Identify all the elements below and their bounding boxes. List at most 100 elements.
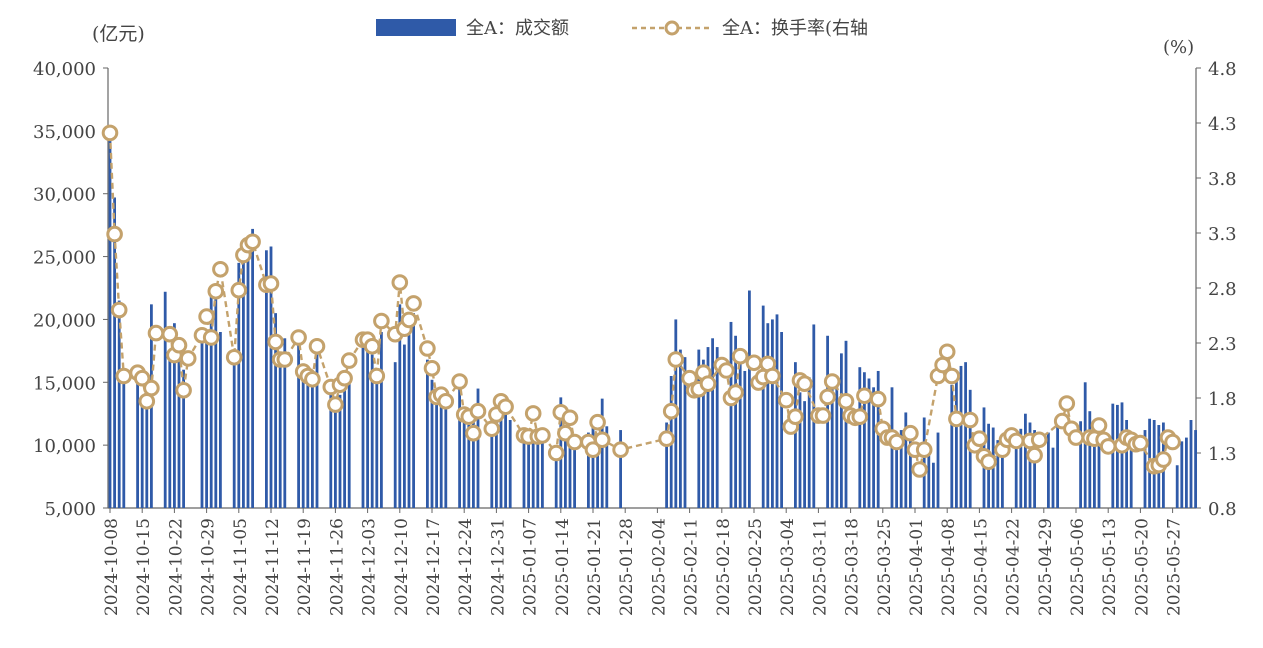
turnover-rate-point xyxy=(699,375,717,393)
turnover-bar xyxy=(407,325,411,508)
turnover-rate-point xyxy=(133,369,151,387)
turnover-rate-point xyxy=(225,349,243,366)
turnover-bar xyxy=(499,401,503,508)
turnover-bar xyxy=(573,435,576,508)
turnover-bar xyxy=(200,335,204,508)
turnover-rate-point xyxy=(497,398,514,416)
x-tick-label: 2024-12-17 xyxy=(424,518,444,616)
turnover-bar xyxy=(1129,435,1133,508)
turnover-bar xyxy=(835,379,839,508)
legend-label-turnover-rate: 全A：换手率(右轴 xyxy=(722,18,868,39)
turnover-bar xyxy=(1093,425,1096,508)
x-tick-label: 2024-11-19 xyxy=(295,518,315,616)
right-axis-unit: (%) xyxy=(1163,37,1194,58)
turnover-bar xyxy=(334,397,337,508)
turnover-rate-point xyxy=(971,430,988,448)
turnover-rate-point xyxy=(869,390,887,408)
x-tick-label: 2024-10-15 xyxy=(134,518,154,616)
left-tick-label: 10,000 xyxy=(33,436,96,457)
turnover-rate-point xyxy=(888,433,905,451)
turnover-bar xyxy=(1120,402,1124,508)
turnover-bar xyxy=(214,288,218,508)
turnover-bar xyxy=(140,396,144,508)
turnover-rate-point xyxy=(777,391,795,409)
turnover-rate-point xyxy=(796,375,813,393)
turnover-bar xyxy=(117,300,121,508)
turnover-rate-point xyxy=(340,352,358,369)
turnover-rate-point xyxy=(147,324,165,342)
turnover-rate-point xyxy=(451,373,468,390)
right-tick-label: 3.3 xyxy=(1208,224,1237,245)
x-tick-label: 2024-12-31 xyxy=(488,518,508,616)
turnover-bar xyxy=(748,290,751,508)
turnover-bar xyxy=(904,412,908,508)
turnover-bar xyxy=(996,440,1000,508)
turnover-rate-point xyxy=(262,275,280,292)
turnover-bar xyxy=(909,425,912,508)
turnover-bar xyxy=(964,362,967,508)
right-tick-label: 4.3 xyxy=(1208,114,1237,135)
turnover-rate-point xyxy=(170,336,188,354)
turnover-bar xyxy=(306,369,310,508)
turnover-rate-point xyxy=(179,350,197,367)
turnover-bar xyxy=(301,363,305,508)
turnover-bar xyxy=(458,382,461,508)
turnover-bar xyxy=(936,432,940,508)
turnover-rate-point xyxy=(110,301,128,319)
turnover-bar xyxy=(1189,420,1193,508)
turnover-bar xyxy=(380,332,383,508)
turnover-bar xyxy=(927,447,931,508)
turnover-rate-point xyxy=(566,433,583,451)
turnover-bar xyxy=(1028,422,1032,508)
turnover-bar xyxy=(472,407,475,508)
turnover-bar xyxy=(766,323,770,508)
axes xyxy=(103,67,1201,513)
turnover-rate-point xyxy=(304,371,321,388)
turnover-rate-point xyxy=(469,402,487,420)
turnover-bar xyxy=(1047,432,1050,508)
turnover-bar xyxy=(366,347,369,508)
turnover-bar xyxy=(1033,430,1036,508)
x-tick-label: 2024-10-29 xyxy=(199,518,219,616)
turnover-rate-point xyxy=(363,338,381,355)
turnover-rate-point xyxy=(267,333,284,351)
turnover-bar xyxy=(702,359,705,508)
turnover-bar xyxy=(605,426,609,508)
turnover-bar xyxy=(504,404,507,508)
turnover-bar xyxy=(858,367,862,508)
turnover-rate-point xyxy=(814,407,832,424)
x-tick-label: 2024-11-26 xyxy=(327,518,347,616)
turnover-rate-point xyxy=(1026,446,1043,464)
turnover-rate-point xyxy=(368,367,386,385)
right-tick-label: 2.3 xyxy=(1208,334,1237,355)
turnover-bar xyxy=(715,347,719,508)
turnover-bar xyxy=(361,347,365,508)
turnover-rate-point xyxy=(547,444,565,462)
turnover-rate-point xyxy=(1067,429,1085,446)
right-tick-label: 3.8 xyxy=(1208,169,1237,190)
turnover-rate-point xyxy=(373,312,390,330)
turnover-bar xyxy=(297,338,300,508)
x-tick-label: 2025-05-27 xyxy=(1165,518,1185,616)
legend-label-turnover-value: 全A：成交额 xyxy=(466,18,569,39)
turnover-bar xyxy=(738,353,742,508)
turnover-bar xyxy=(315,354,319,508)
left-tick-label: 20,000 xyxy=(33,310,96,331)
turnover-bar xyxy=(807,377,811,508)
turnover-bar xyxy=(600,398,604,508)
turnover-bar xyxy=(1024,413,1027,508)
turnover-rate-point xyxy=(207,283,225,300)
turnover-bar xyxy=(343,382,346,508)
turnover-rate-point xyxy=(593,431,611,449)
turnover-rate-point xyxy=(1164,433,1181,451)
x-tick-label: 2024-10-08 xyxy=(102,518,122,616)
turnover-bar xyxy=(108,133,112,508)
x-tick-label: 2025-05-20 xyxy=(1132,518,1152,616)
turnover-bar xyxy=(136,382,139,508)
turnover-rate-point xyxy=(1058,395,1076,412)
x-tick-label: 2025-04-01 xyxy=(907,518,927,616)
turnover-bar xyxy=(242,252,245,508)
turnover-bar xyxy=(591,420,595,508)
turnover-bar xyxy=(867,378,871,508)
right-tick-label: 1.3 xyxy=(1208,444,1237,465)
